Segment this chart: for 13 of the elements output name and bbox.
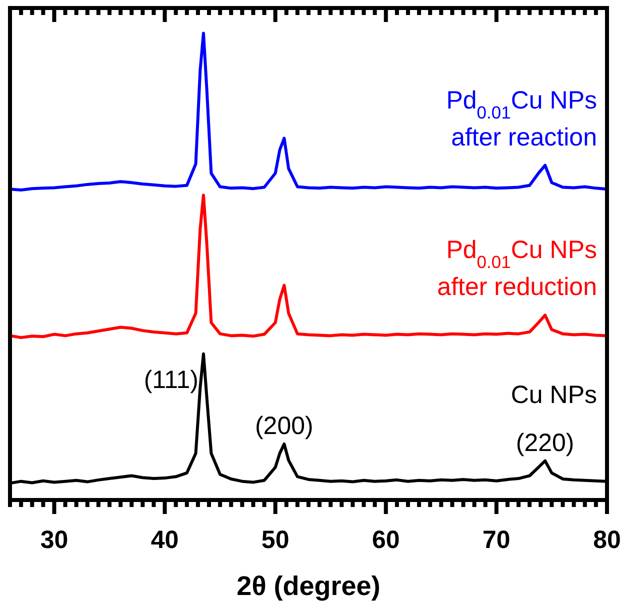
text: Cu NPs bbox=[510, 380, 597, 409]
x-tick-label: 50 bbox=[261, 526, 290, 554]
x-tick-label: 80 bbox=[593, 526, 621, 554]
x-tick-label: 30 bbox=[40, 526, 68, 554]
series-label: Pd$_{0.01}$Cu NPs after reaction bbox=[446, 86, 597, 152]
x-tick-label: 60 bbox=[372, 526, 400, 554]
annotation: (220) bbox=[516, 428, 574, 457]
annotation: (111) bbox=[144, 366, 198, 394]
x-tick-label: 40 bbox=[150, 526, 179, 554]
x-axis-title: 2θ (degree) bbox=[236, 571, 380, 601]
annotation: (200) bbox=[254, 412, 314, 440]
series-label: Pd$_{0.01}$Cu NPs after reduction bbox=[437, 236, 597, 302]
x-tick-label: 70 bbox=[482, 526, 510, 554]
